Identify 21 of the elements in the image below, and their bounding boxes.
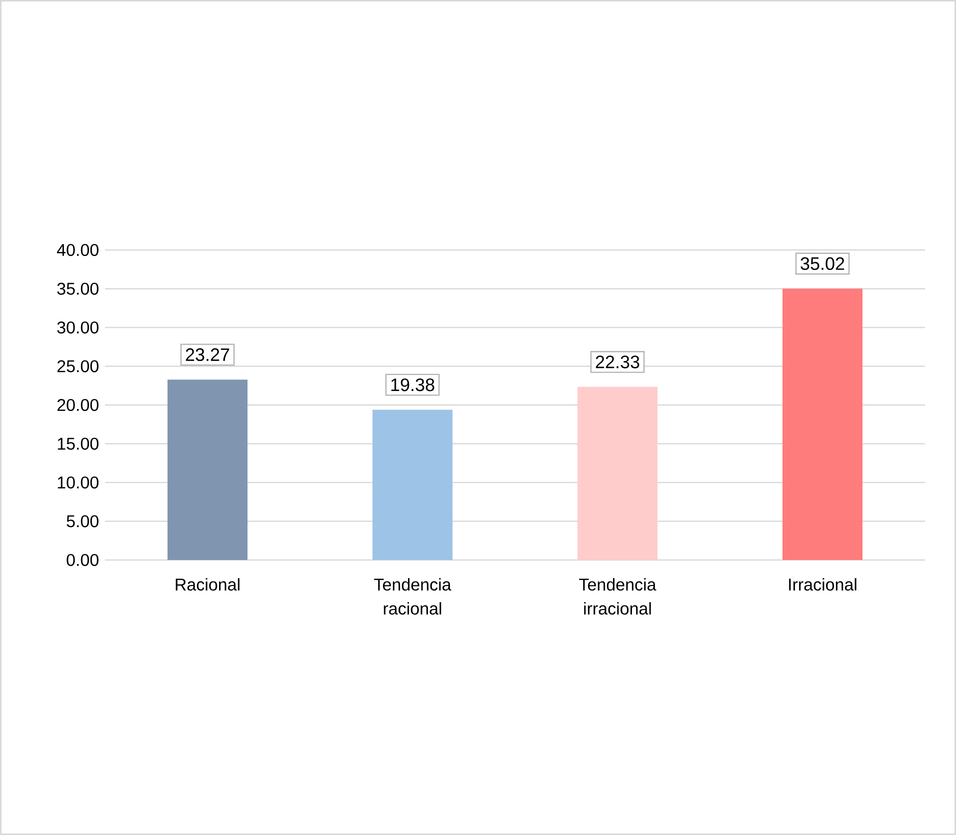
bar <box>168 380 248 560</box>
x-tick-label: Irracional <box>789 578 856 591</box>
y-tick-label: 5.00 <box>66 515 98 528</box>
data-label: 35.02 <box>800 257 844 270</box>
y-tick-label: 0.00 <box>66 554 98 566</box>
bar <box>782 288 862 560</box>
y-tick-label: 10.00 <box>58 476 98 489</box>
bar <box>372 410 453 560</box>
x-tick-label: Racional <box>176 578 240 591</box>
data-label: 23.27 <box>186 348 230 362</box>
data-label: 22.33 <box>596 356 640 368</box>
x-tick-label: Tendencia racional <box>374 578 452 615</box>
y-tick-label: 30.00 <box>57 321 98 334</box>
y-tick-label: 40.00 <box>56 244 98 256</box>
y-tick-label: 20.00 <box>57 398 98 412</box>
data-label: 19.38 <box>391 378 434 392</box>
y-tick-label: 25.00 <box>57 360 98 372</box>
bar <box>578 386 658 560</box>
x-tick-label: Tendencia irracional <box>579 578 656 615</box>
y-tick-label: 15.00 <box>58 438 98 450</box>
y-tick-label: 35.00 <box>57 282 98 295</box>
